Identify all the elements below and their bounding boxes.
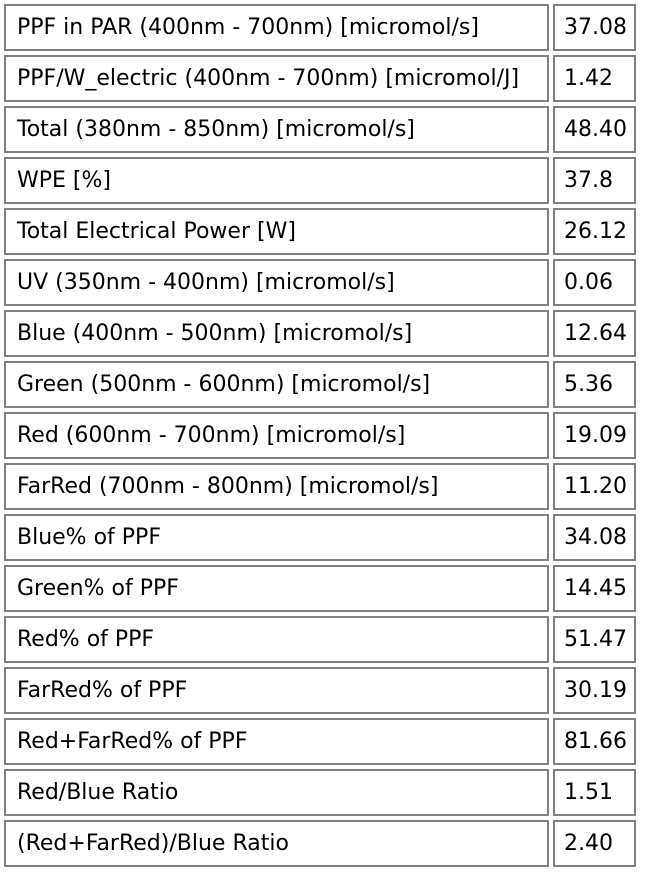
metric-label: Total Electrical Power [W] bbox=[4, 208, 549, 255]
metric-value: 48.40 bbox=[553, 106, 636, 153]
metric-label: Red+FarRed% of PPF bbox=[4, 718, 549, 765]
metric-value: 12.64 bbox=[553, 310, 636, 357]
table-row: (Red+FarRed)/Blue Ratio 2.40 bbox=[4, 820, 636, 867]
metric-label: Red% of PPF bbox=[4, 616, 549, 663]
metric-value: 34.08 bbox=[553, 514, 636, 561]
metric-label: Red (600nm - 700nm) [micromol/s] bbox=[4, 412, 549, 459]
table-row: UV (350nm - 400nm) [micromol/s] 0.06 bbox=[4, 259, 636, 306]
metric-value: 1.42 bbox=[553, 55, 636, 102]
metric-label: Green% of PPF bbox=[4, 565, 549, 612]
table-row: Total Electrical Power [W] 26.12 bbox=[4, 208, 636, 255]
table-row: Green (500nm - 600nm) [micromol/s] 5.36 bbox=[4, 361, 636, 408]
metric-label: Total (380nm - 850nm) [micromol/s] bbox=[4, 106, 549, 153]
table-row: FarRed% of PPF 30.19 bbox=[4, 667, 636, 714]
metric-value: 81.66 bbox=[553, 718, 636, 765]
table-row: Total (380nm - 850nm) [micromol/s] 48.40 bbox=[4, 106, 636, 153]
table-row: Red/Blue Ratio 1.51 bbox=[4, 769, 636, 816]
metric-label: PPF/W_electric (400nm - 700nm) [micromol… bbox=[4, 55, 549, 102]
metric-label: UV (350nm - 400nm) [micromol/s] bbox=[4, 259, 549, 306]
table-row: WPE [%] 37.8 bbox=[4, 157, 636, 204]
metric-value: 26.12 bbox=[553, 208, 636, 255]
metric-value: 37.08 bbox=[553, 4, 636, 51]
metric-value: 51.47 bbox=[553, 616, 636, 663]
metric-label: PPF in PAR (400nm - 700nm) [micromol/s] bbox=[4, 4, 549, 51]
table-row: PPF/W_electric (400nm - 700nm) [micromol… bbox=[4, 55, 636, 102]
table-row: Red+FarRed% of PPF 81.66 bbox=[4, 718, 636, 765]
metric-label: FarRed (700nm - 800nm) [micromol/s] bbox=[4, 463, 549, 510]
metric-value: 5.36 bbox=[553, 361, 636, 408]
table-row: Blue (400nm - 500nm) [micromol/s] 12.64 bbox=[4, 310, 636, 357]
table-row: Green% of PPF 14.45 bbox=[4, 565, 636, 612]
table-row: Red (600nm - 700nm) [micromol/s] 19.09 bbox=[4, 412, 636, 459]
table-row: FarRed (700nm - 800nm) [micromol/s] 11.2… bbox=[4, 463, 636, 510]
metric-label: Blue% of PPF bbox=[4, 514, 549, 561]
metric-value: 37.8 bbox=[553, 157, 636, 204]
metric-value: 0.06 bbox=[553, 259, 636, 306]
metric-value: 2.40 bbox=[553, 820, 636, 867]
table-row: Blue% of PPF 34.08 bbox=[4, 514, 636, 561]
metric-value: 30.19 bbox=[553, 667, 636, 714]
metric-label: Red/Blue Ratio bbox=[4, 769, 549, 816]
metric-value: 19.09 bbox=[553, 412, 636, 459]
metric-label: WPE [%] bbox=[4, 157, 549, 204]
metric-value: 14.45 bbox=[553, 565, 636, 612]
table-row: PPF in PAR (400nm - 700nm) [micromol/s] … bbox=[4, 4, 636, 51]
metric-value: 11.20 bbox=[553, 463, 636, 510]
metric-label: Blue (400nm - 500nm) [micromol/s] bbox=[4, 310, 549, 357]
table-row: Red% of PPF 51.47 bbox=[4, 616, 636, 663]
metric-value: 1.51 bbox=[553, 769, 636, 816]
metric-label: FarRed% of PPF bbox=[4, 667, 549, 714]
metric-label: Green (500nm - 600nm) [micromol/s] bbox=[4, 361, 549, 408]
metric-label: (Red+FarRed)/Blue Ratio bbox=[4, 820, 549, 867]
